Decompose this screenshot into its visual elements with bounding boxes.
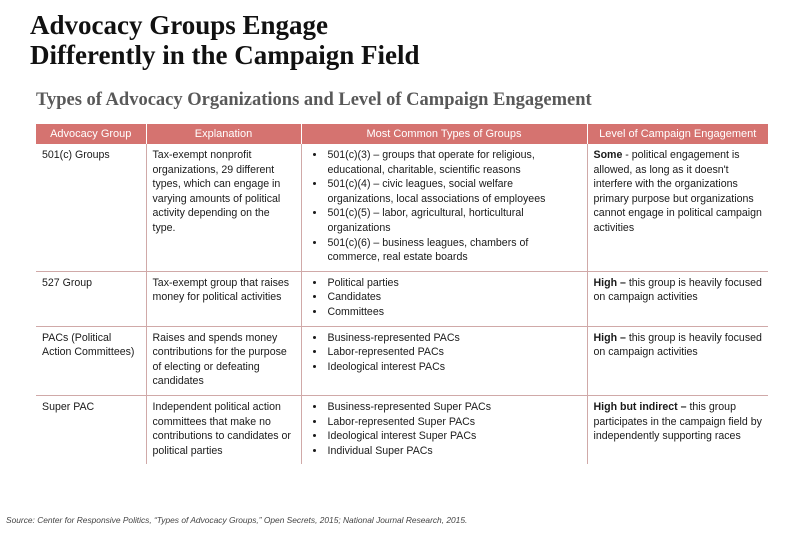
list-item: Ideological interest Super PACs xyxy=(326,429,581,444)
engagement-level: Some - political engagement is allowed, … xyxy=(586,144,768,272)
list-item: Candidates xyxy=(326,290,581,305)
types-list: Political parties Candidates Committees xyxy=(308,276,581,320)
header-advocacy-group: Advocacy Group xyxy=(36,124,147,144)
advocacy-groups-table: Advocacy Group Explanation Most Common T… xyxy=(36,124,768,465)
group-types: 501(c)(3) – groups that operate for reli… xyxy=(300,144,587,272)
table-row: Super PAC Independent political action c… xyxy=(36,395,768,465)
list-item: 501(c)(6) – business leagues, chambers o… xyxy=(326,236,581,265)
title-line-1: Advocacy Groups Engage xyxy=(30,10,329,40)
list-item: 501(c)(3) – groups that operate for reli… xyxy=(326,148,581,177)
types-list: Business-represented Super PACs Labor-re… xyxy=(308,400,581,458)
table-subtitle: Types of Advocacy Organizations and Leve… xyxy=(36,90,592,110)
group-types: Political parties Candidates Committees xyxy=(300,271,587,327)
group-name: Super PAC xyxy=(42,400,95,413)
list-item: Labor-represented Super PACs xyxy=(326,415,581,430)
table-row: 501(c) Groups Tax-exempt nonprofit organ… xyxy=(36,144,768,272)
engagement-level-label: High – xyxy=(593,331,626,344)
group-types: Business-represented Super PACs Labor-re… xyxy=(300,395,587,465)
group-types: Business-represented PACs Labor-represen… xyxy=(300,326,587,396)
types-list: 501(c)(3) – groups that operate for reli… xyxy=(308,148,581,265)
page-title: Advocacy Groups Engage Differently in th… xyxy=(30,10,419,70)
engagement-level-text: this group participates in the campaign … xyxy=(593,400,762,443)
engagement-level: High – this group is heavily focused on … xyxy=(586,326,768,396)
engagement-level-label: High but indirect – xyxy=(593,400,687,413)
list-item: Political parties xyxy=(326,276,581,291)
list-item: 501(c)(5) – labor, agricultural, horticu… xyxy=(326,206,581,235)
list-item: Labor-represented PACs xyxy=(326,345,581,360)
engagement-level: High but indirect – this group participa… xyxy=(586,395,768,465)
types-list: Business-represented PACs Labor-represen… xyxy=(308,331,581,375)
header-common-types: Most Common Types of Groups xyxy=(301,124,588,144)
header-engagement-level: Level of Campaign Engagement xyxy=(587,124,768,144)
table-row: PACs (Political Action Committees) Raise… xyxy=(36,326,768,396)
list-item: Business-represented Super PACs xyxy=(326,400,581,415)
engagement-level-label: High – xyxy=(593,276,626,289)
header-explanation: Explanation xyxy=(146,124,302,144)
table-row: 527 Group Tax-exempt group that raises m… xyxy=(36,271,768,327)
group-name: 501(c) Groups xyxy=(36,144,146,272)
engagement-level-text: this group is heavily focused on campaig… xyxy=(593,276,762,304)
group-name: PACs (Political Action Committees) xyxy=(36,326,146,396)
group-explanation: Raises and spends money contributions fo… xyxy=(145,326,301,396)
list-item: Committees xyxy=(326,305,581,320)
source-note: Source: Center for Responsive Politics, … xyxy=(6,515,468,525)
table-header-row: Advocacy Group Explanation Most Common T… xyxy=(36,124,768,144)
engagement-level-text: - political engagement is allowed, as lo… xyxy=(593,149,762,234)
title-line-2: Differently in the Campaign Field xyxy=(30,40,420,70)
engagement-level-text: this group is heavily focused on campaig… xyxy=(593,331,762,359)
list-item: Individual Super PACs xyxy=(326,444,581,459)
group-explanation: Tax-exempt nonprofit organizations, 29 d… xyxy=(145,144,301,272)
group-explanation: Independent political action committees … xyxy=(145,395,301,465)
list-item: Ideological interest PACs xyxy=(326,360,581,375)
group-explanation: Tax-exempt group that raises money for p… xyxy=(145,271,301,327)
list-item: 501(c)(4) – civic leagues, social welfar… xyxy=(326,177,581,206)
engagement-level-label: Some xyxy=(593,149,623,161)
engagement-level: High – this group is heavily focused on … xyxy=(586,271,768,327)
list-item: Business-represented PACs xyxy=(326,331,581,346)
group-name: 527 Group xyxy=(36,271,146,327)
